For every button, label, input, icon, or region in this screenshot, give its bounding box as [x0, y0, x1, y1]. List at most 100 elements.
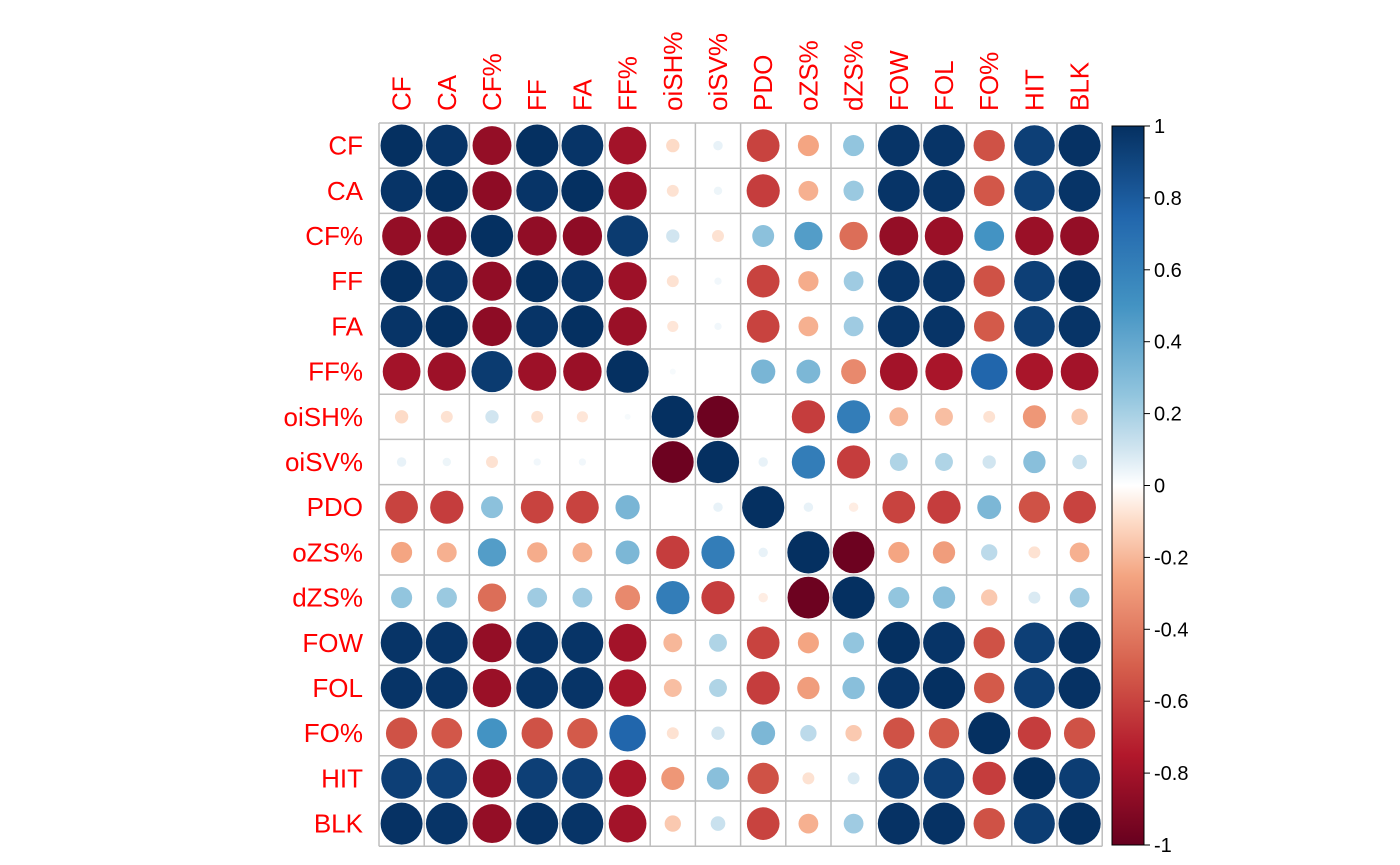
corr-circle-oiSV%-PDO: [758, 457, 768, 467]
corr-circle-HIT-dZS%: [847, 772, 860, 785]
corr-circle-oiSV%-FOL: [935, 453, 953, 471]
corr-circle-CA-FO%: [973, 175, 1005, 207]
corr-circle-FF-FA: [561, 260, 604, 303]
corr-circle-FA-FO%: [973, 311, 1005, 342]
corr-circle-CF-FF: [516, 124, 559, 167]
corr-circle-CF%-FOL: [924, 216, 964, 256]
color-bar: [1111, 125, 1145, 846]
corr-circle-dZS%-oZS%: [787, 576, 830, 619]
corr-circle-FOW-BLK: [1058, 621, 1101, 664]
column-label: PDO: [748, 55, 778, 111]
corr-circle-oZS%-FF: [527, 542, 548, 563]
corr-circle-FOW-HIT: [1014, 622, 1055, 664]
corr-circle-BLK-CA: [425, 802, 468, 845]
row-label: FOW: [302, 628, 363, 658]
corr-circle-oiSH%-CA: [440, 410, 453, 423]
corr-circle-FO%-FF%: [609, 714, 646, 752]
corr-circle-CF%-HIT: [1015, 216, 1054, 256]
corr-circle-CF-FO%: [973, 129, 1005, 162]
corr-circle-FF-oiSV%: [714, 277, 722, 285]
corr-circle-oiSV%-FF: [533, 458, 541, 466]
corr-circle-HIT-FA: [562, 758, 603, 799]
corr-circle-FF-oiSH%: [666, 275, 679, 288]
corr-circle-CF%-PDO: [752, 225, 775, 247]
corr-circle-FO%-PDO: [751, 721, 776, 746]
corr-circle-FO%-oiSV%: [711, 726, 725, 740]
corr-circle-FOL-CF%: [472, 668, 512, 708]
corr-circle-dZS%-CF: [391, 587, 413, 609]
corr-circle-FO%-FF: [521, 717, 553, 749]
corr-circle-oZS%-FF%: [615, 540, 640, 565]
column-label: CA: [432, 74, 462, 111]
corr-circle-FA-CF: [380, 305, 423, 348]
corr-circle-FF%-oZS%: [796, 359, 821, 384]
corr-circle-dZS%-FOL: [932, 586, 956, 609]
corr-circle-oiSV%-FO%: [982, 455, 996, 469]
corr-circle-CA-dZS%: [843, 180, 864, 201]
row-label: PDO: [307, 492, 363, 522]
corr-circle-CF-CA: [425, 124, 468, 167]
corr-circle-CF%-BLK: [1060, 216, 1100, 256]
corr-circle-FOL-FOL: [922, 666, 966, 710]
corr-circle-oiSV%-FA: [578, 458, 587, 466]
corr-circle-CF-HIT: [1014, 125, 1055, 166]
row-label: FF: [331, 266, 363, 296]
corr-circle-BLK-HIT: [1013, 803, 1055, 845]
corr-circle-oiSH%-oiSV%: [697, 395, 739, 438]
column-label: FO%: [974, 52, 1004, 111]
corr-circle-FOL-oiSV%: [709, 679, 727, 697]
row-label: CA: [327, 176, 364, 206]
corr-circle-FO%-CF: [385, 717, 418, 749]
corr-circle-FA-oiSH%: [667, 320, 679, 332]
corr-circle-PDO-FOL: [927, 490, 961, 524]
color-bar-tick-label: 0.2: [1154, 404, 1182, 426]
corr-circle-FOL-HIT: [1014, 667, 1055, 709]
corr-circle-CF%-FF%: [607, 215, 649, 257]
corr-circle-oZS%-oiSV%: [701, 535, 735, 570]
corr-circle-oZS%-CF: [391, 541, 413, 563]
corr-circle-FOL-FO%: [973, 672, 1005, 704]
corr-circle-CF-CF: [380, 124, 423, 167]
corr-circle-FO%-HIT: [1017, 716, 1052, 750]
corr-circle-CA-CF: [380, 169, 423, 212]
corr-circle-CA-BLK: [1058, 169, 1101, 212]
corr-circle-CA-FF: [516, 169, 559, 212]
corr-circle-CA-FA: [561, 169, 604, 212]
corr-circle-FF-HIT: [1014, 260, 1055, 302]
corr-circle-FOL-CF: [380, 667, 423, 709]
corr-circle-oiSH%-HIT: [1022, 405, 1046, 429]
corr-circle-oZS%-oZS%: [787, 531, 830, 574]
corr-circle-CF%-FO%: [974, 221, 1005, 251]
corr-circle-dZS%-dZS%: [832, 576, 875, 619]
corr-circle-CF-FOL: [923, 124, 965, 167]
color-bar-tick-label: -0.4: [1154, 619, 1188, 641]
corr-circle-FA-PDO: [746, 310, 780, 343]
corr-circle-CF%-FF: [517, 216, 557, 256]
row-label: CF%: [305, 221, 363, 251]
corr-circle-dZS%-FA: [572, 587, 593, 608]
corr-circle-HIT-PDO: [747, 762, 779, 795]
corr-circle-HIT-CF: [381, 758, 422, 799]
corr-circle-FO%-FO%: [968, 712, 1011, 755]
color-bar-tick-label: -1: [1154, 835, 1172, 857]
color-bar-tick-label: -0.8: [1154, 763, 1188, 785]
corr-circle-oZS%-FOW: [888, 541, 910, 563]
corr-circle-FF%-dZS%: [841, 359, 867, 385]
corr-circle-oZS%-FOL: [932, 541, 956, 564]
corr-circle-FOL-FF%: [608, 669, 647, 707]
corr-circle-oiSV%-oZS%: [791, 445, 826, 479]
corr-circle-CA-oZS%: [798, 180, 819, 201]
corr-circle-PDO-FF%: [615, 495, 640, 520]
corr-circle-oiSH%-dZS%: [836, 400, 871, 434]
row-label: FO%: [304, 718, 363, 748]
column-label: FF%: [613, 56, 643, 111]
corr-circle-FO%-FA: [567, 717, 598, 749]
corr-circle-FA-oiSV%: [714, 322, 722, 331]
corr-circle-FF-CA: [425, 260, 468, 303]
corr-circle-FF%-FF: [518, 352, 557, 391]
corr-circle-FA-FA: [561, 305, 604, 348]
corr-circle-PDO-oiSV%: [713, 502, 723, 512]
corr-circle-dZS%-FO%: [981, 589, 998, 606]
corr-circle-FF%-HIT: [1015, 352, 1054, 391]
corr-circle-CA-CA: [425, 169, 468, 212]
